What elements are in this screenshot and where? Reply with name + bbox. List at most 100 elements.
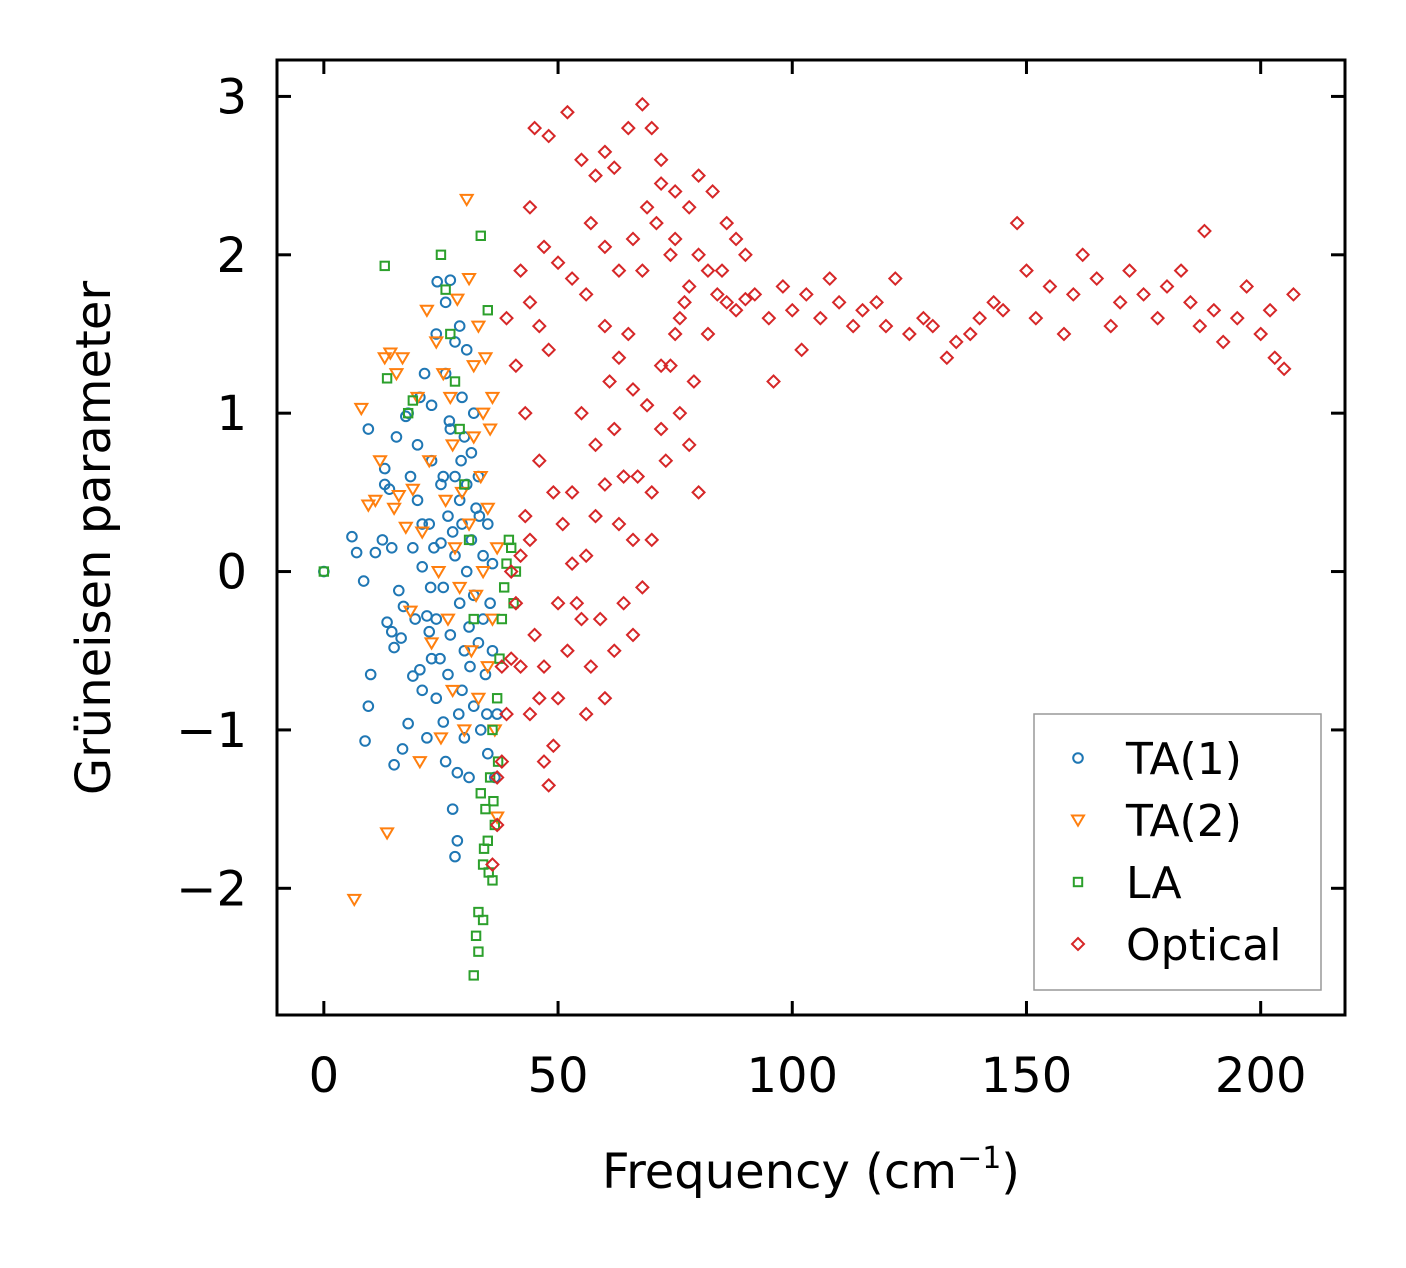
data-point (388, 758, 400, 771)
legend-marker (1070, 936, 1086, 952)
data-point (411, 439, 424, 451)
series-la (318, 230, 522, 981)
data-point (428, 336, 445, 350)
data-point (677, 294, 692, 310)
data-point (353, 402, 370, 417)
data-point (423, 518, 436, 530)
data-point (541, 777, 557, 793)
data-point (1267, 350, 1283, 366)
data-point (616, 469, 632, 484)
data-point (513, 659, 528, 674)
series-ta-2 (346, 193, 505, 908)
data-point (545, 738, 561, 754)
data-point (318, 566, 330, 577)
data-point (480, 661, 496, 675)
data-point (350, 546, 363, 559)
data-point (416, 684, 429, 697)
data-point (1215, 334, 1231, 350)
data-point (672, 405, 688, 421)
data-point (1159, 279, 1175, 294)
data-point (496, 613, 508, 625)
data-point (437, 716, 450, 728)
data-point (459, 479, 470, 490)
legend-label: Optical (1126, 920, 1281, 971)
data-point (506, 542, 517, 553)
data-point (449, 470, 461, 483)
data-point (1009, 215, 1025, 231)
data-point (455, 454, 467, 467)
data-point (901, 326, 917, 342)
data-point (385, 625, 398, 638)
data-point (423, 625, 436, 638)
data-point (527, 120, 543, 136)
data-point (639, 397, 655, 413)
data-point (402, 717, 414, 730)
data-point (472, 637, 485, 649)
data-point (1122, 263, 1137, 279)
data-point (444, 439, 461, 453)
data-point (1065, 286, 1081, 302)
data-point (359, 735, 371, 747)
data-point (550, 690, 566, 706)
data-point (592, 611, 608, 627)
x-axis-label-superscript: −1 (957, 1141, 1001, 1176)
data-point (470, 692, 487, 706)
data-point (634, 96, 650, 112)
data-point (449, 850, 461, 863)
data-point (456, 391, 468, 404)
legend-label: TA(2) (1125, 796, 1242, 847)
data-point (522, 294, 538, 310)
data-point (644, 484, 660, 500)
data-point (583, 659, 599, 674)
data-point (531, 453, 547, 469)
data-point (536, 754, 552, 770)
data-point (1075, 247, 1091, 263)
data-point (700, 326, 716, 342)
data-point (798, 286, 814, 302)
legend-marker (1072, 876, 1084, 888)
x-axis-label-main: Frequency (cm (602, 1144, 957, 1200)
data-point (391, 490, 407, 504)
data-point (611, 263, 627, 279)
data-point (1136, 286, 1151, 302)
data-point (513, 263, 528, 279)
data-point (681, 437, 697, 453)
data-point (431, 275, 444, 288)
data-point (513, 548, 528, 564)
data-point (583, 215, 599, 231)
data-point (390, 431, 403, 443)
data-point (488, 795, 499, 807)
data-point (494, 754, 510, 770)
data-point (541, 342, 557, 358)
data-point (372, 455, 388, 469)
data-point (439, 755, 452, 768)
data-point (545, 484, 561, 500)
data-point (1239, 279, 1255, 294)
data-point (376, 352, 393, 366)
data-point (1183, 294, 1198, 310)
data-point (653, 152, 669, 168)
data-point (473, 510, 486, 522)
data-point (569, 595, 585, 611)
data-point (440, 284, 451, 295)
data-point (1192, 318, 1208, 334)
data-point (449, 293, 466, 307)
data-point (460, 344, 473, 356)
x-tick-label: 150 (981, 1048, 1073, 1104)
data-point (606, 643, 622, 659)
data-point (588, 437, 603, 453)
data-point (606, 160, 622, 176)
data-point (378, 462, 391, 475)
data-point (435, 478, 447, 491)
data-point (728, 302, 744, 318)
data-point (409, 391, 426, 406)
data-point (794, 342, 810, 358)
plot-frame (275, 58, 1347, 1017)
data-point (1042, 279, 1058, 294)
data-point (855, 302, 870, 318)
data-point (434, 652, 446, 665)
data-point (367, 494, 384, 508)
